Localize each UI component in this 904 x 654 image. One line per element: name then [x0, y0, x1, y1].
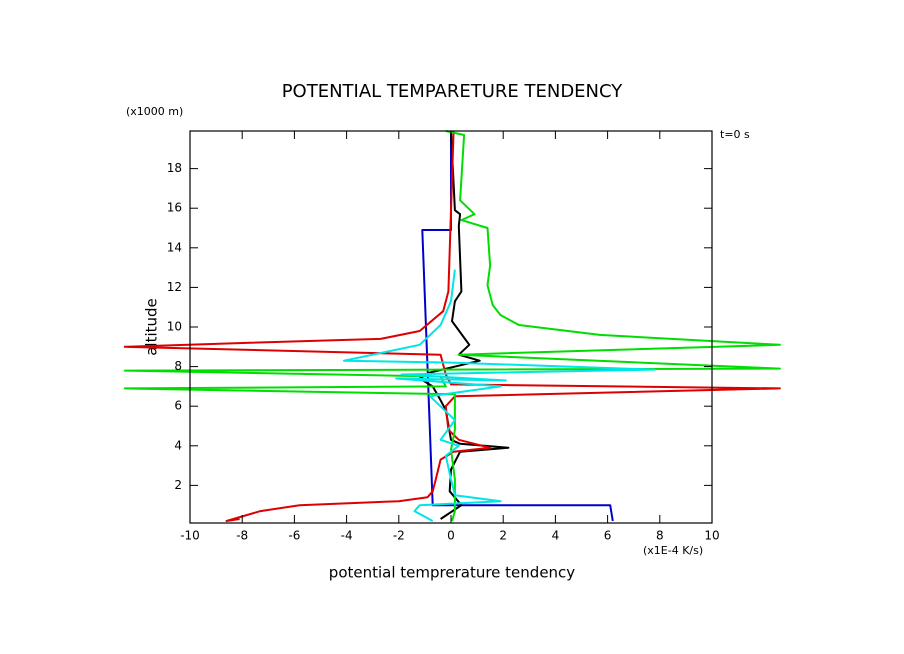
x-tick-label: 10 [704, 529, 719, 543]
series-line [123, 130, 781, 522]
y-tick-label: 10 [167, 320, 182, 334]
x-tick-label: -10 [180, 529, 200, 543]
time-label: t=0 s [720, 128, 750, 141]
y-tick-label: 12 [167, 280, 182, 294]
series-line [343, 269, 656, 522]
y-axis-label: altitude [143, 298, 161, 356]
x-tick-label: 6 [604, 529, 612, 543]
chart-title: POTENTIAL TEMPARETURE TENDENCY [282, 81, 624, 102]
y-tick-label: 16 [167, 201, 182, 215]
x-tick-label: 2 [499, 529, 507, 543]
y-tick-label: 18 [167, 161, 182, 175]
y-tick-label: 6 [174, 399, 182, 413]
x-axis-label: potential temprerature tendency [329, 564, 576, 582]
x-tick-label: 4 [552, 529, 560, 543]
y-tick-label: 8 [174, 359, 182, 373]
x-tick-label: -8 [236, 529, 248, 543]
x-tick-label: 8 [656, 529, 664, 543]
series-line [123, 130, 781, 522]
x-tick-label: -4 [341, 529, 353, 543]
x-tick-label: -6 [288, 529, 300, 543]
x-unit: (x1E-4 K/s) [643, 544, 703, 557]
y-tick-label: 2 [174, 478, 182, 492]
x-tick-label: -2 [393, 529, 405, 543]
y-tick-label: 4 [174, 438, 182, 452]
plot-area [123, 130, 781, 522]
y-unit: (x1000 m) [126, 105, 183, 118]
x-tick-label: 0 [447, 529, 455, 543]
y-tick-label: 14 [167, 240, 182, 254]
